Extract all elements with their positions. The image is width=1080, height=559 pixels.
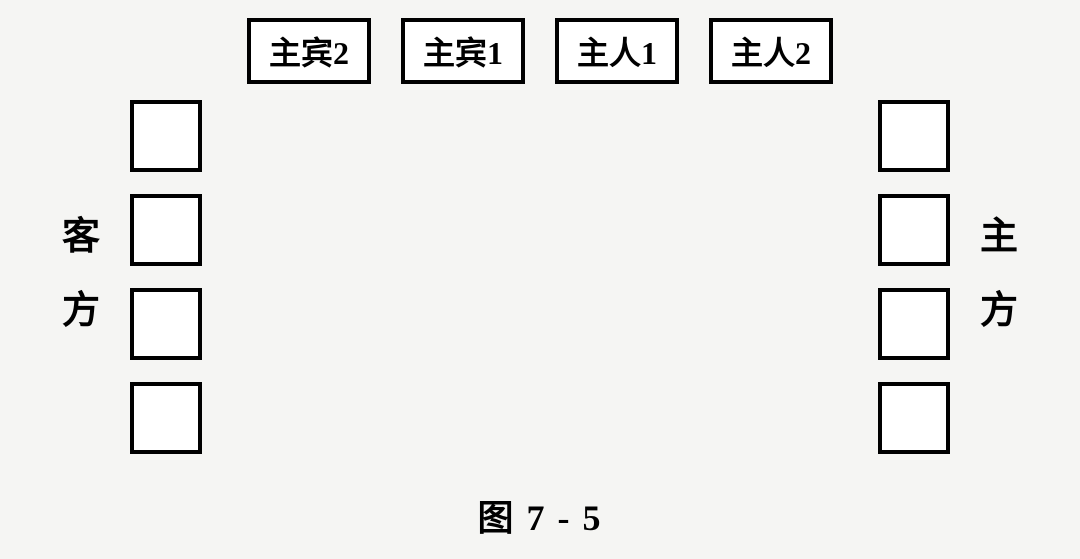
right-seat-box: [878, 194, 950, 266]
left-label-char-2: 方: [62, 292, 100, 330]
top-box-host1: 主人1: [555, 18, 679, 84]
left-seat-box: [130, 382, 202, 454]
top-row: 主宾2 主宾1 主人1 主人2: [0, 18, 1080, 84]
figure-caption: 图 7 - 5: [0, 489, 1080, 541]
left-seat-box: [130, 288, 202, 360]
right-label-char-2: 方: [980, 292, 1018, 330]
right-label-char-1: 主: [980, 218, 1018, 256]
right-column: [878, 100, 950, 454]
top-box-guest2: 主宾2: [247, 18, 371, 84]
top-box-guest1: 主宾1: [401, 18, 525, 84]
seating-diagram: 主宾2 主宾1 主人1 主人2 客 方 主 方 图 7 - 5: [0, 0, 1080, 559]
left-seat-box: [130, 194, 202, 266]
left-side-label: 客 方: [62, 218, 100, 330]
top-box-host2: 主人2: [709, 18, 833, 84]
right-seat-box: [878, 288, 950, 360]
left-column: [130, 100, 202, 454]
right-seat-box: [878, 382, 950, 454]
left-seat-box: [130, 100, 202, 172]
right-side-label: 主 方: [980, 218, 1018, 330]
left-label-char-1: 客: [62, 218, 100, 256]
right-seat-box: [878, 100, 950, 172]
